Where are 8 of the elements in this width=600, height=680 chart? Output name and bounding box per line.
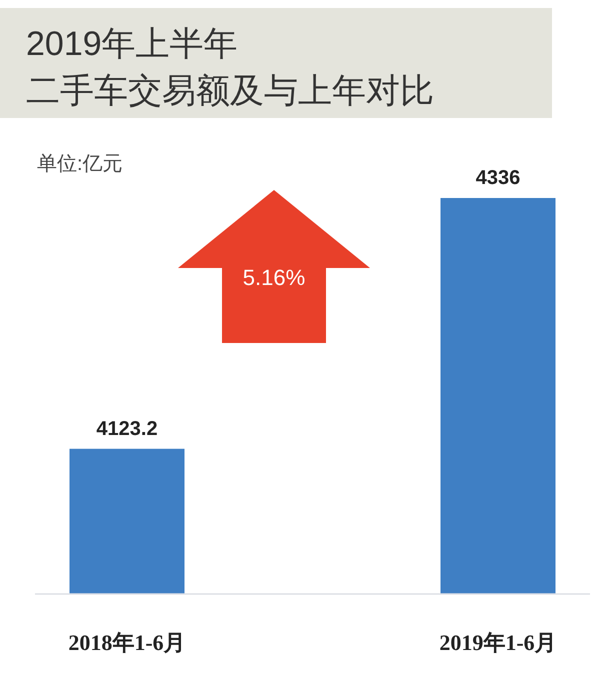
x-tick-label: 2019年1-6月 xyxy=(439,630,557,655)
data-label: 4123.2 xyxy=(96,418,158,440)
x-tick-label: 2018年1-6月 xyxy=(68,630,186,655)
annotation: 5.16% xyxy=(242,265,306,290)
text: 单位:亿元 xyxy=(37,153,123,175)
chart-title: 2019年上半年 xyxy=(26,25,238,63)
chart-subtitle: 二手车交易额及与上年对比 xyxy=(26,72,434,110)
data-label: 4336 xyxy=(476,167,520,189)
